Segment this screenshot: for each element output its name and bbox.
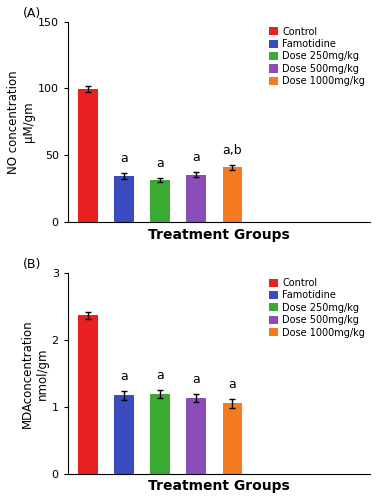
X-axis label: Treatment Groups: Treatment Groups	[148, 228, 290, 241]
Legend: Control, Famotidine, Dose 250mg/kg, Dose 500mg/kg, Dose 1000mg/kg: Control, Famotidine, Dose 250mg/kg, Dose…	[265, 274, 369, 342]
Bar	[150, 394, 170, 473]
Bar	[150, 180, 170, 222]
Bar	[78, 315, 98, 474]
Bar	[114, 176, 134, 222]
Legend: Control, Famotidine, Dose 250mg/kg, Dose 500mg/kg, Dose 1000mg/kg: Control, Famotidine, Dose 250mg/kg, Dose…	[265, 22, 369, 90]
Text: (A): (A)	[22, 6, 41, 20]
Bar	[186, 174, 206, 222]
Text: a: a	[192, 151, 200, 164]
Text: a: a	[228, 378, 236, 390]
Text: a: a	[120, 152, 128, 166]
Bar	[78, 89, 98, 222]
X-axis label: Treatment Groups: Treatment Groups	[148, 479, 290, 493]
Text: (B): (B)	[22, 258, 41, 271]
Text: a: a	[156, 369, 164, 382]
Text: a: a	[156, 157, 164, 170]
Y-axis label: MDAconcentration
nmol/gm: MDAconcentration nmol/gm	[21, 319, 49, 428]
Y-axis label: NO concentration
μM/gm: NO concentration μM/gm	[7, 70, 35, 174]
Bar	[222, 404, 242, 473]
Bar	[222, 168, 242, 222]
Text: a,b: a,b	[223, 144, 242, 156]
Text: a: a	[192, 373, 200, 386]
Text: a: a	[120, 370, 128, 382]
Bar	[186, 398, 206, 473]
Bar	[114, 396, 134, 473]
